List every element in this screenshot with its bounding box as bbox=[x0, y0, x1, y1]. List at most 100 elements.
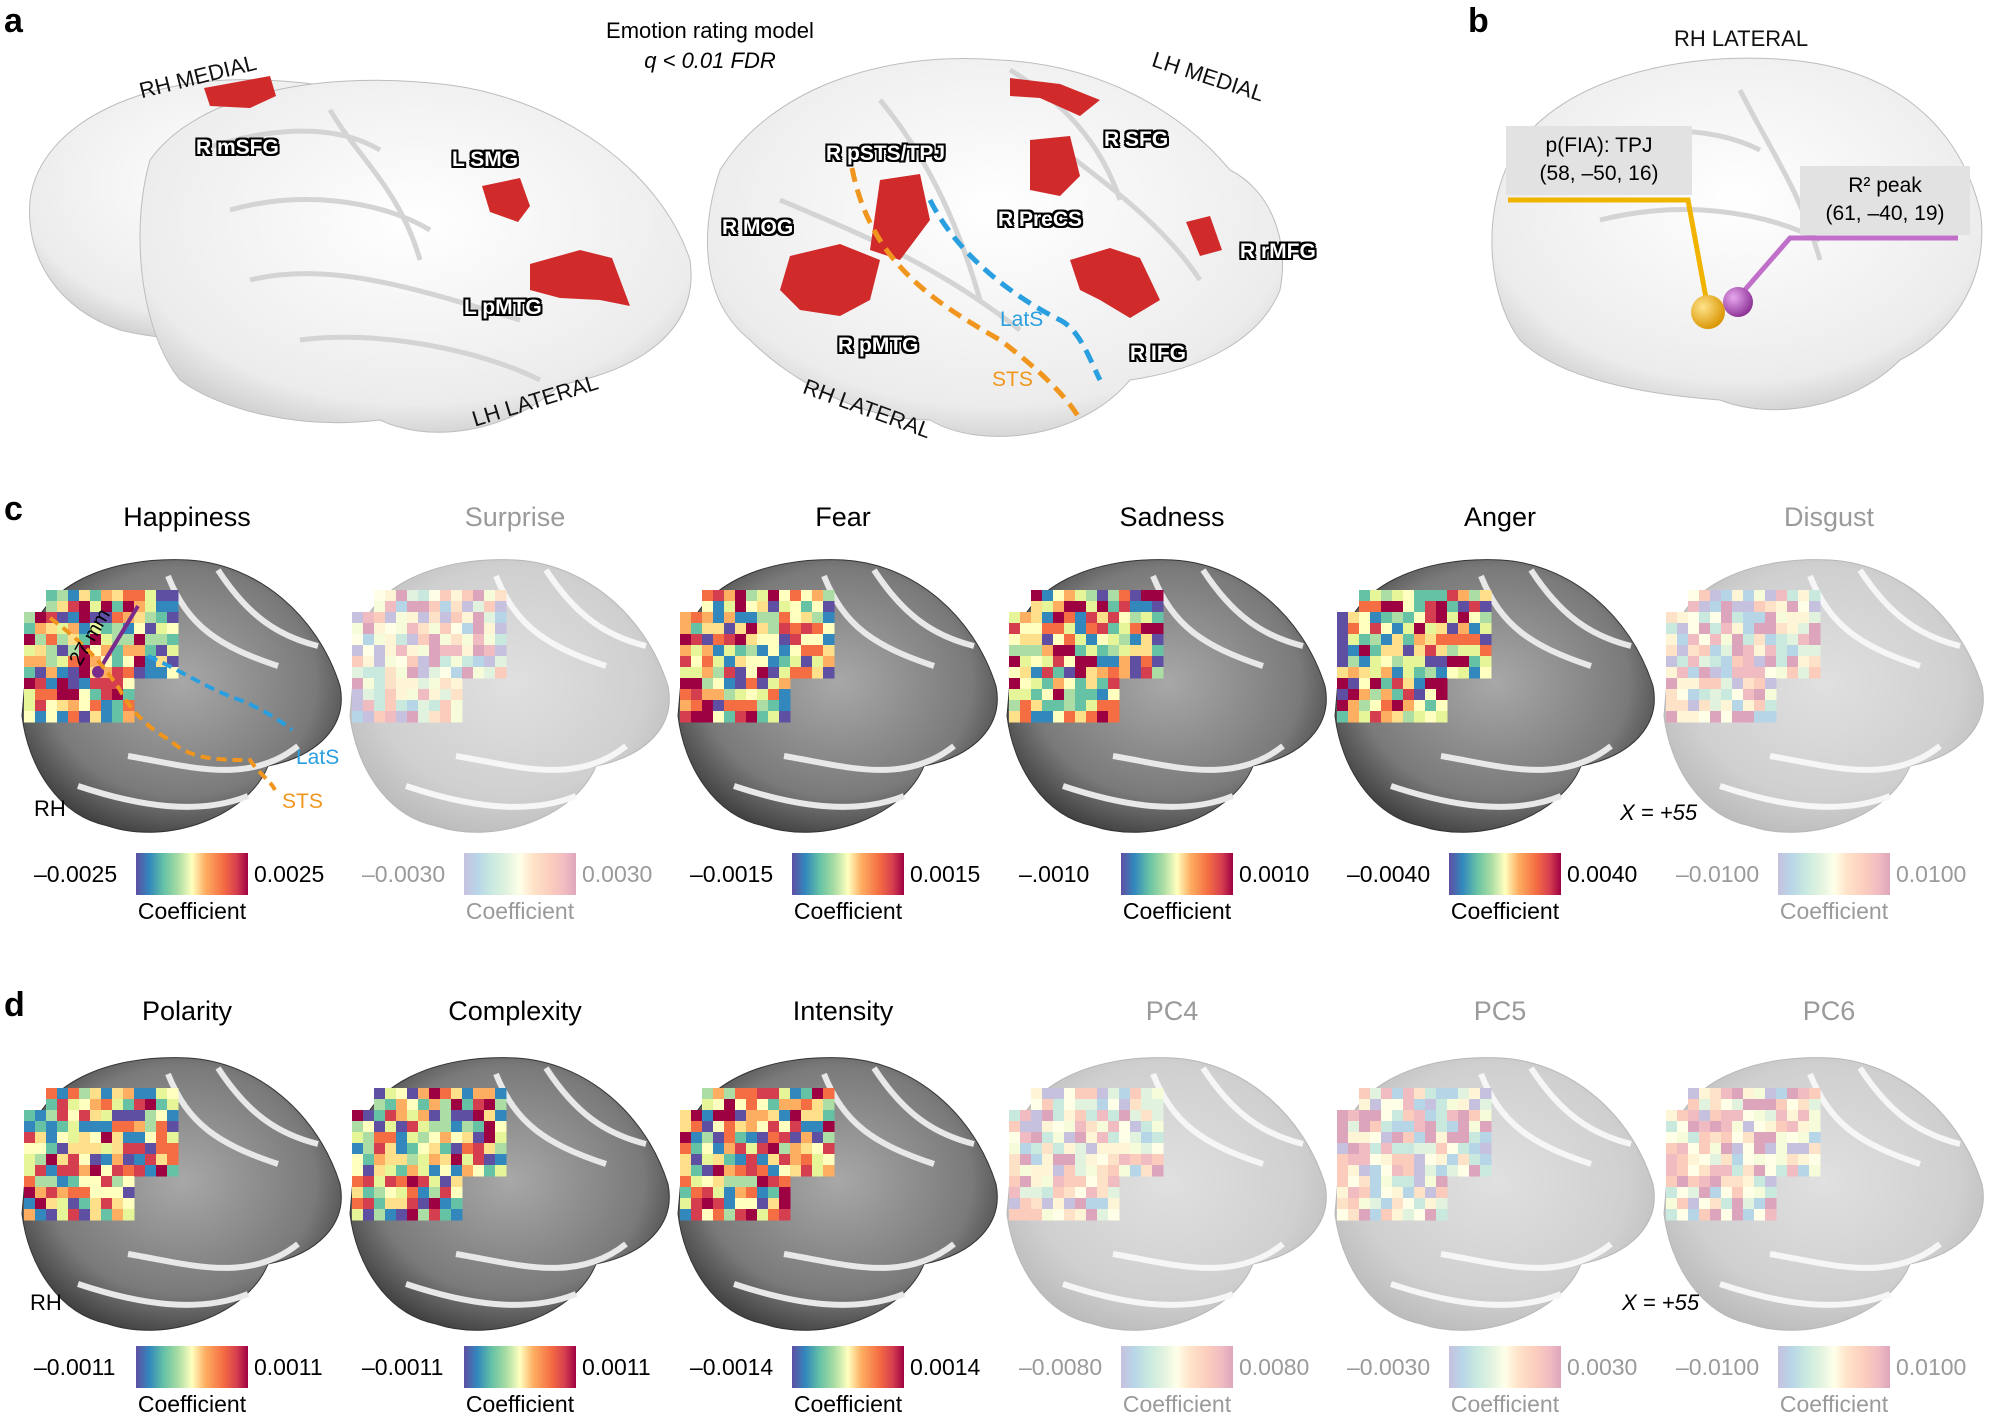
coefficient-voxel bbox=[1097, 667, 1109, 679]
coefficient-voxel bbox=[495, 612, 507, 624]
coefficient-voxel bbox=[1403, 1110, 1415, 1122]
coefficient-voxel bbox=[779, 1099, 791, 1111]
coefficient-voxel bbox=[1031, 678, 1043, 690]
brain-slice-sadness bbox=[1006, 559, 1327, 833]
map-title-sadness: Sadness bbox=[1119, 502, 1225, 532]
coefficient-voxel bbox=[801, 1088, 813, 1100]
coefficient-voxel bbox=[1765, 1110, 1777, 1122]
coefficient-voxel bbox=[746, 1132, 758, 1144]
coefficient-voxel bbox=[134, 623, 146, 635]
coefficient-voxel bbox=[1677, 1110, 1689, 1122]
coefficient-voxel bbox=[134, 1154, 146, 1166]
coefficient-voxel bbox=[495, 1121, 507, 1133]
colorbar-min-pc4: –0.0080 bbox=[1019, 1354, 1103, 1380]
coefficient-voxel bbox=[418, 1143, 430, 1155]
coefficient-voxel bbox=[779, 656, 791, 668]
coefficient-voxel bbox=[1348, 700, 1360, 712]
coefficient-voxel bbox=[1798, 612, 1810, 624]
coefficient-voxel bbox=[702, 623, 714, 635]
coefficient-voxel bbox=[156, 612, 168, 624]
coefficient-voxel bbox=[1721, 1154, 1733, 1166]
coefficient-voxel bbox=[352, 678, 364, 690]
colorbar-anger bbox=[1449, 853, 1561, 895]
coefficient-voxel bbox=[352, 711, 364, 723]
coefficient-voxel bbox=[363, 667, 375, 679]
brain-slice-intensity bbox=[677, 1057, 998, 1331]
coefficient-voxel bbox=[1020, 1132, 1032, 1144]
coefficient-voxel bbox=[1732, 1198, 1744, 1210]
coefficient-voxel bbox=[1754, 590, 1766, 602]
coefficient-voxel bbox=[801, 1110, 813, 1122]
coefficient-voxel bbox=[1359, 1088, 1371, 1100]
coefficient-voxel bbox=[429, 689, 441, 701]
coefficient-voxel bbox=[1130, 1132, 1142, 1144]
coefficient-voxel bbox=[1447, 1121, 1459, 1133]
coefficient-voxel bbox=[691, 656, 703, 668]
coefficient-voxel bbox=[1097, 700, 1109, 712]
coefficient-voxel bbox=[462, 1121, 474, 1133]
coefficient-voxel bbox=[713, 656, 725, 668]
colorbar-fear bbox=[792, 853, 904, 895]
coefficient-voxel bbox=[1031, 667, 1043, 679]
coefficient-voxel bbox=[1732, 1176, 1744, 1188]
coefficient-voxel bbox=[779, 711, 791, 723]
coefficient-voxel bbox=[1447, 1099, 1459, 1111]
coefficient-voxel bbox=[1141, 590, 1153, 602]
coefficient-voxel bbox=[1776, 656, 1788, 668]
coefficient-voxel bbox=[1688, 689, 1700, 701]
coefficient-voxel bbox=[1152, 634, 1164, 646]
coefficient-voxel bbox=[1075, 1121, 1087, 1133]
coefficient-voxel bbox=[407, 634, 419, 646]
coefficient-voxel bbox=[1152, 1143, 1164, 1155]
coefficient-voxel bbox=[1359, 1198, 1371, 1210]
coefficient-voxel bbox=[473, 645, 485, 657]
coefficient-voxel bbox=[396, 590, 408, 602]
coefficient-voxel bbox=[484, 1132, 496, 1144]
colorbar-max-pc4: 0.0080 bbox=[1239, 1354, 1310, 1380]
coefficient-voxel bbox=[418, 1154, 430, 1166]
coefficient-voxel bbox=[79, 1143, 91, 1155]
coefficient-voxel bbox=[462, 634, 474, 646]
coefficient-voxel bbox=[1469, 1099, 1481, 1111]
coefficient-voxel bbox=[1053, 1099, 1065, 1111]
coefficient-voxel bbox=[1721, 1099, 1733, 1111]
coefficient-voxel bbox=[1425, 1154, 1437, 1166]
coefficient-voxel bbox=[35, 612, 47, 624]
coefficient-voxel bbox=[123, 1209, 135, 1221]
coefficient-voxel bbox=[352, 689, 364, 701]
coefficient-voxel bbox=[1480, 612, 1492, 624]
coefficient-voxel bbox=[440, 689, 452, 701]
coefficient-voxel bbox=[418, 623, 430, 635]
coefficient-voxel bbox=[1436, 1209, 1448, 1221]
coefficient-voxel bbox=[1677, 1176, 1689, 1188]
coefficient-voxel bbox=[779, 601, 791, 613]
coefficient-voxel bbox=[1743, 700, 1755, 712]
coefficient-voxel bbox=[46, 623, 58, 635]
coefficient-voxel bbox=[79, 601, 91, 613]
coefficient-voxel bbox=[418, 1132, 430, 1144]
coefficient-voxel bbox=[1370, 711, 1382, 723]
coefficient-voxel bbox=[790, 656, 802, 668]
coefficient-voxel bbox=[1119, 590, 1131, 602]
coefficient-voxel bbox=[1130, 1110, 1142, 1122]
coefficient-voxel bbox=[1414, 623, 1426, 635]
coefficient-voxel bbox=[57, 1110, 69, 1122]
coefficient-voxel bbox=[1086, 656, 1098, 668]
region-l-smg: L SMG bbox=[452, 148, 519, 171]
coefficient-voxel bbox=[801, 1099, 813, 1111]
panel-a-title-line1: Emotion rating model bbox=[606, 18, 814, 43]
coefficient-voxel bbox=[1743, 1198, 1755, 1210]
coefficient-voxel bbox=[1053, 601, 1065, 613]
coefficient-voxel bbox=[801, 667, 813, 679]
coefficient-voxel bbox=[46, 601, 58, 613]
coefficient-voxel bbox=[1086, 1198, 1098, 1210]
coefficient-voxel bbox=[1776, 1110, 1788, 1122]
coefficient-voxel bbox=[145, 1132, 157, 1144]
brain-slice-surprise bbox=[349, 559, 670, 833]
coefficient-voxel bbox=[396, 1143, 408, 1155]
coefficient-voxel bbox=[396, 656, 408, 668]
coefficient-voxel bbox=[1688, 1198, 1700, 1210]
coefficient-voxel bbox=[702, 1088, 714, 1100]
coefficient-voxel bbox=[123, 1165, 135, 1177]
coefficient-voxel bbox=[385, 634, 397, 646]
